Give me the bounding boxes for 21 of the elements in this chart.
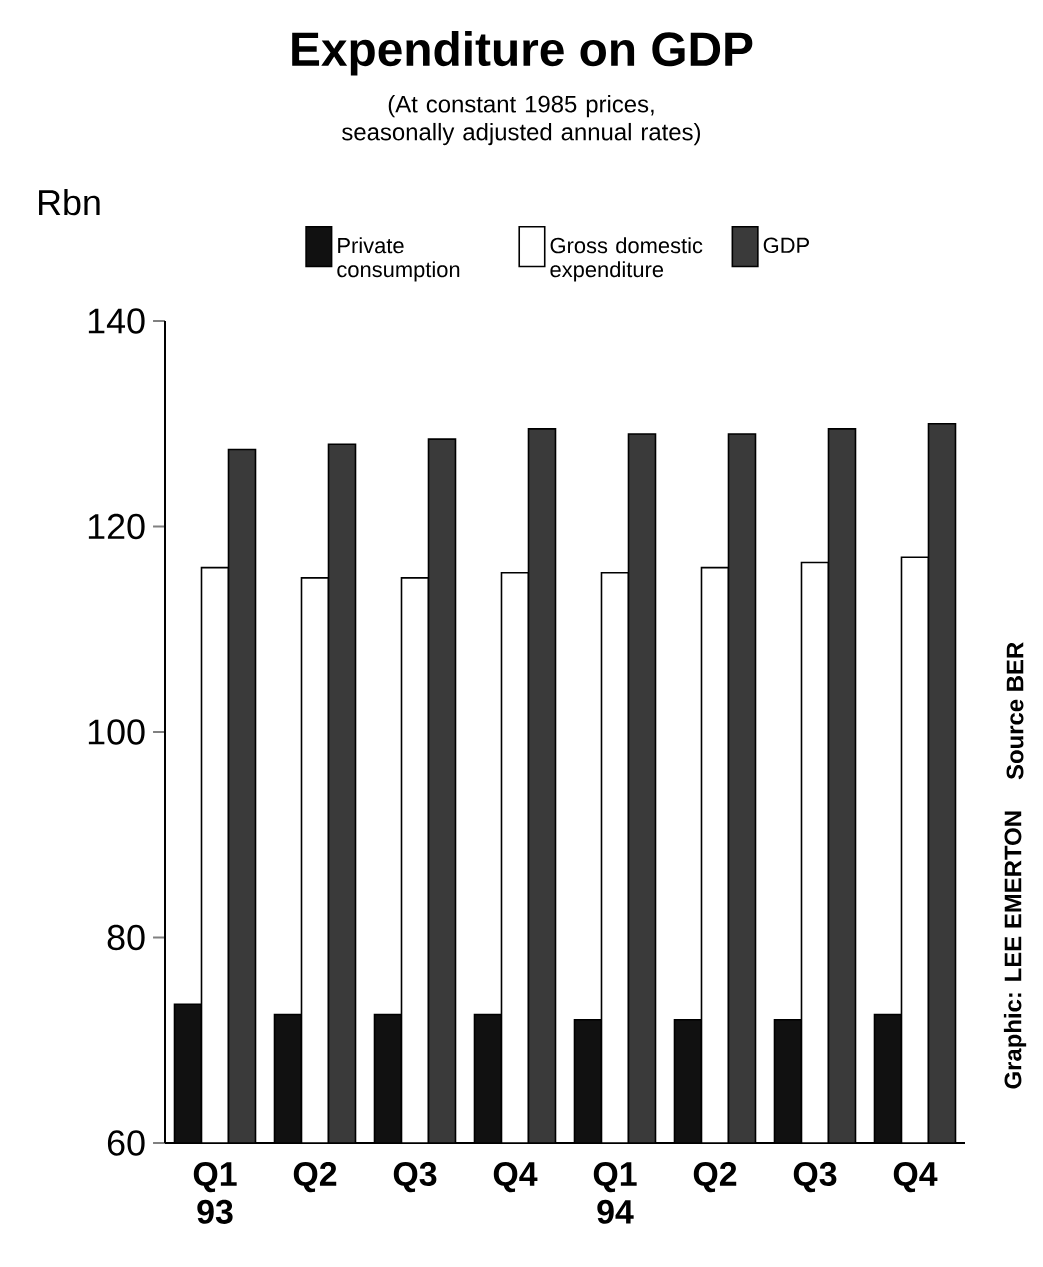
x-tick-label: Q2 xyxy=(693,1161,737,1193)
x-tick-label: Q3 xyxy=(393,1161,437,1193)
legend-label: Gross domestic expenditure xyxy=(550,237,703,282)
y-axis-title: Rbn xyxy=(39,188,100,216)
x-tick-label: Q2 xyxy=(293,1161,337,1193)
x-tick-label: Q4 xyxy=(893,1161,938,1193)
chart-title: Expenditure on GDP xyxy=(292,31,753,76)
y-tick-label: 80 xyxy=(107,924,145,951)
x-tick-label: Q4 xyxy=(493,1161,538,1193)
source-note: Source BER xyxy=(1006,642,1024,780)
text: Graphic: LEE EMERTON xyxy=(1003,811,1027,1089)
x-tick-label: Q3 xyxy=(793,1161,837,1193)
y-tick-label: 100 xyxy=(88,719,145,745)
chart-subtitle: (At constant 1985 prices, seasonally adjusted annual rates) xyxy=(342,95,701,146)
legend-label: GDP xyxy=(763,237,809,254)
y-tick-label: 60 xyxy=(107,1130,145,1156)
legend-label: Private consumption xyxy=(337,237,460,282)
y-tick-label: 140 xyxy=(88,308,145,334)
x-tick-label: Q1 93 xyxy=(193,1161,237,1224)
x-tick-label: Q1 94 xyxy=(593,1161,637,1224)
y-tick-label: 120 xyxy=(88,513,145,540)
